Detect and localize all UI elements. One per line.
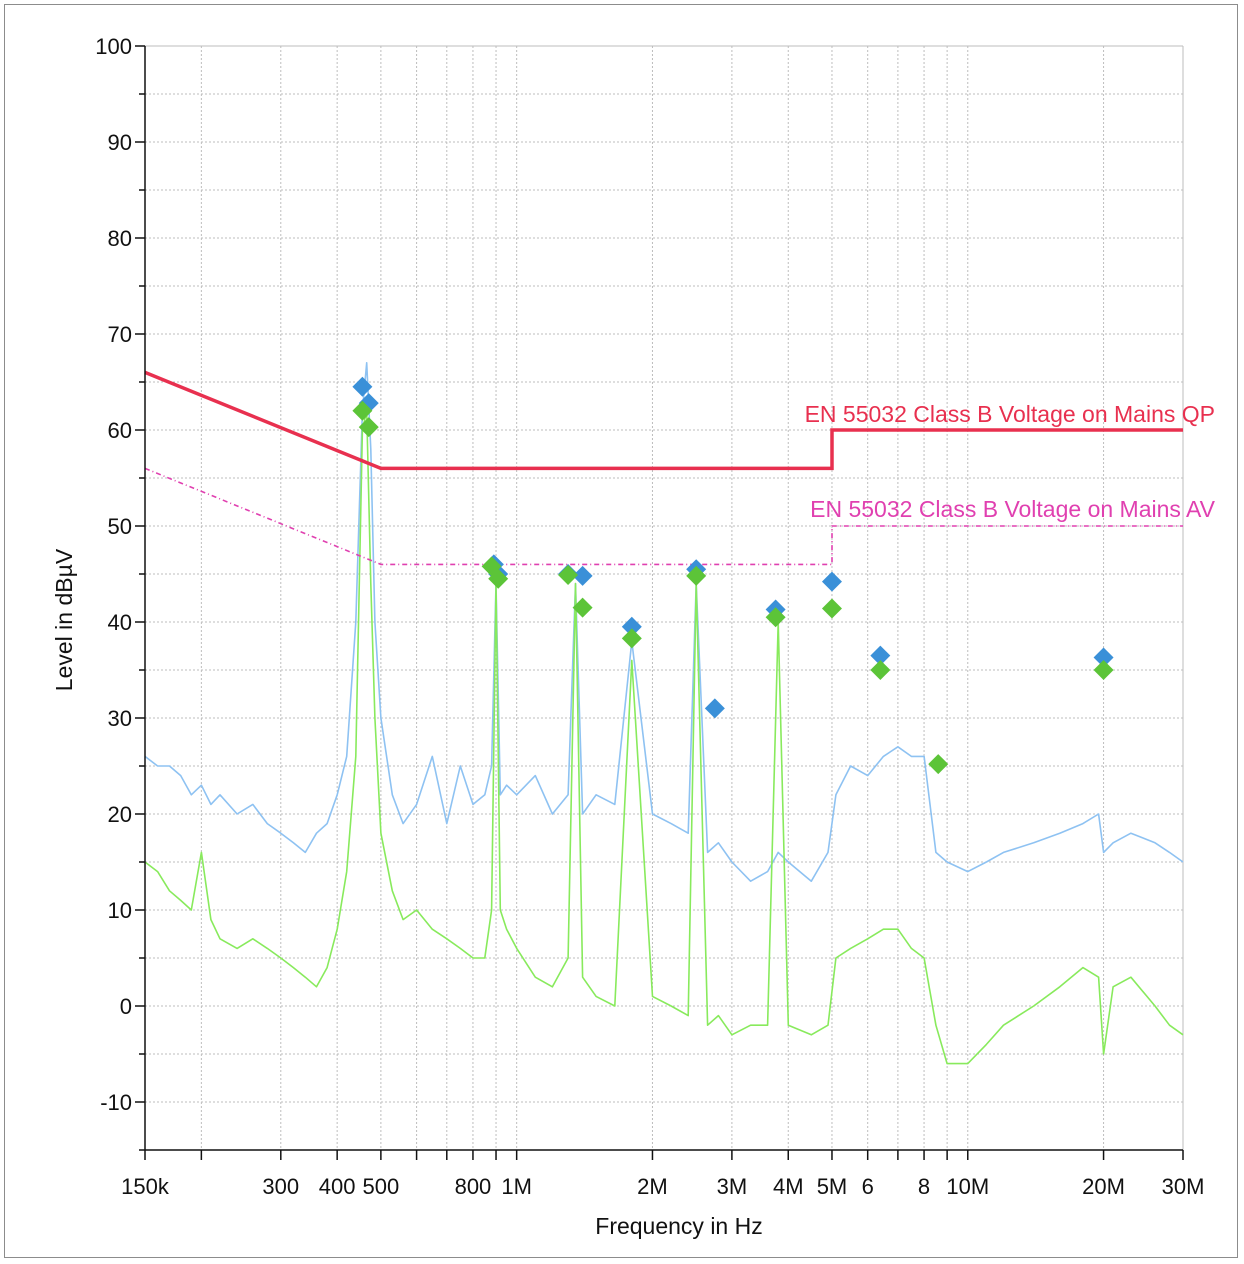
qp-marker (704, 698, 725, 719)
x-tick-label: 4M (773, 1174, 804, 1199)
limit-layer (144, 370, 1183, 566)
y-tick-label: 70 (108, 322, 132, 347)
av-marker (1093, 660, 1114, 680)
x-tick-label: 20M (1082, 1174, 1125, 1199)
qp-limit-line (144, 370, 1183, 471)
qp-marker (352, 376, 373, 397)
peak-trace (144, 361, 1184, 883)
y-tick-label: 100 (95, 34, 132, 59)
average-trace (144, 409, 1184, 1065)
x-tick-label: 30M (1162, 1174, 1205, 1199)
qp-limit-label: EN 55032 Class B Voltage on Mains QP (805, 401, 1215, 427)
x-tick-label: 400 (319, 1174, 356, 1199)
y-tick-label: -10 (100, 1090, 132, 1115)
x-tick-label: 800 (455, 1174, 492, 1199)
y-tick-label: 30 (108, 706, 132, 731)
y-tick-label: 20 (108, 802, 132, 827)
y-tick-label: 10 (108, 898, 132, 923)
qp-marker (621, 616, 642, 637)
x-tick-label: 5M (817, 1174, 848, 1199)
x-tick-label: 500 (363, 1174, 400, 1199)
av-marker (621, 628, 642, 649)
grid-layer (145, 45, 1184, 1150)
y-tick-label: 50 (108, 514, 132, 539)
qp-marker (572, 565, 593, 586)
av-marker (928, 754, 949, 775)
av-marker (558, 564, 579, 585)
trace-layer (144, 361, 1184, 1065)
y-tick-label: 0 (120, 994, 132, 1019)
x-tick-label: 6 (862, 1174, 874, 1199)
y-tick-label: 90 (108, 130, 132, 155)
x-tick-label: 150k (121, 1174, 170, 1199)
av-marker (870, 660, 891, 680)
marker-layer (352, 376, 1114, 775)
av-marker (352, 400, 373, 421)
av-marker (572, 597, 593, 618)
av-marker (488, 568, 509, 589)
qp-marker (821, 571, 842, 592)
y-axis-title: Level in dBµV (51, 548, 77, 691)
x-tick-label: 10M (946, 1174, 989, 1199)
y-tick-label: 40 (108, 610, 132, 635)
x-tick-label: 2M (637, 1174, 668, 1199)
av-limit-label: EN 55032 Class B Voltage on Mains AV (810, 496, 1216, 522)
qp-marker (870, 645, 891, 666)
av-limit-line (144, 467, 1183, 566)
x-tick-label: 3M (717, 1174, 748, 1199)
av-marker (821, 598, 842, 619)
y-tick-label: 80 (108, 226, 132, 251)
y-tick-label: 60 (108, 418, 132, 443)
av-marker (686, 565, 707, 586)
x-tick-label: 8 (918, 1174, 930, 1199)
x-tick-label: 1M (501, 1174, 532, 1199)
av-marker (358, 417, 379, 438)
chart-frame (4, 4, 1238, 1258)
x-tick-label: 300 (262, 1174, 299, 1199)
x-axis-title: Frequency in Hz (595, 1213, 762, 1239)
av-marker (765, 607, 786, 628)
qp-marker (1093, 647, 1114, 668)
